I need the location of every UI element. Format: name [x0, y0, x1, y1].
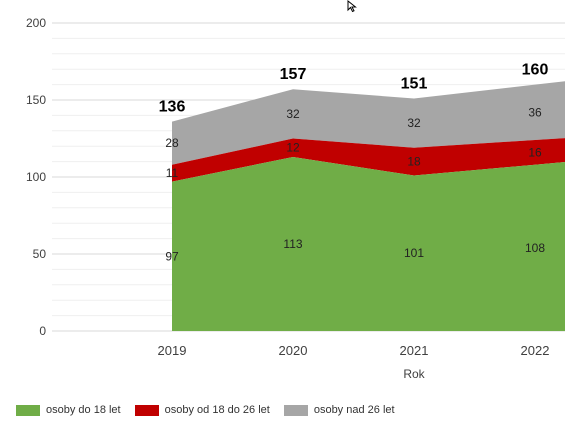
y-tick-label: 50	[33, 247, 47, 261]
total-label: 136	[159, 99, 186, 116]
area-series	[172, 81, 565, 331]
legend-swatch	[134, 404, 159, 416]
area-osoby-do-18-let	[172, 157, 565, 331]
data-label: 36	[528, 105, 542, 119]
legend-swatch	[16, 404, 40, 416]
y-tick-label: 200	[26, 16, 46, 30]
legend-item: osoby od 18 do 26 let	[134, 404, 270, 416]
legend-label: osoby od 18 do 26 let	[164, 404, 270, 416]
legend-label: osoby nad 26 let	[313, 404, 395, 416]
legend-label: osoby do 18 let	[46, 404, 121, 416]
y-tick-label: 150	[26, 93, 46, 107]
total-label: 157	[280, 66, 307, 83]
total-labels: 136 157 151 160	[159, 62, 549, 116]
area-osoby-od-18-do-26-let	[172, 138, 565, 182]
area-osoby-nad-26-let	[172, 81, 565, 165]
data-label: 16	[528, 145, 542, 159]
x-axis-ticks: 2019 2020 2021 2022	[158, 343, 550, 358]
total-label: 160	[522, 62, 549, 79]
x-tick-label: 2020	[279, 343, 308, 358]
data-label: 101	[404, 246, 424, 260]
y-tick-label: 100	[26, 170, 46, 184]
x-tick-label: 2021	[400, 343, 429, 358]
data-label: 32	[407, 116, 421, 130]
data-label: 28	[165, 136, 179, 150]
data-label: 32	[286, 107, 300, 121]
data-label: 12	[286, 141, 300, 155]
data-labels: 97 113 101 108 11 12 18 16 28 32 32 36	[165, 105, 545, 263]
legend-item: osoby nad 26 let	[283, 404, 395, 416]
legend: osoby do 18 let osoby od 18 do 26 let osob…	[16, 404, 409, 416]
x-tick-label: 2019	[158, 343, 187, 358]
y-tick-label: 0	[39, 324, 46, 338]
data-label: 97	[165, 249, 179, 263]
data-label: 108	[525, 241, 545, 255]
data-label: 18	[407, 155, 421, 169]
data-label: 113	[283, 237, 302, 251]
data-label: 11	[166, 166, 179, 180]
legend-swatch	[283, 404, 308, 416]
x-tick-label: 2022	[521, 343, 550, 358]
mouse-cursor-icon	[347, 0, 357, 13]
total-label: 151	[401, 75, 428, 92]
x-axis-title: Rok	[403, 367, 425, 381]
y-axis-ticks: 0 50 100 150 200	[26, 16, 46, 338]
legend-item: osoby do 18 let	[16, 404, 121, 416]
